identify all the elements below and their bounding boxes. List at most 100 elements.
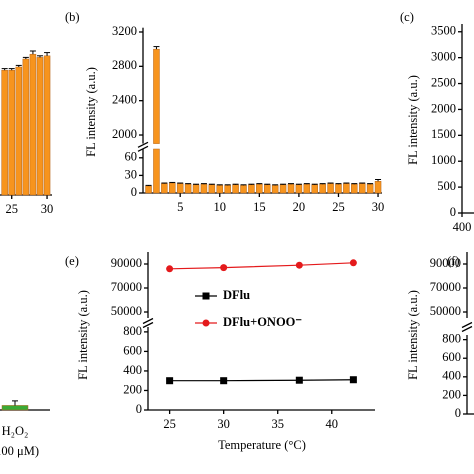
y-tick-label: 2500 [431, 75, 456, 89]
x-tick-label: 35 [271, 417, 284, 431]
bar [303, 183, 311, 194]
x-tick-label: 20 [293, 200, 306, 214]
y-tick-label: 50000 [430, 304, 461, 318]
x-tick-label: 25 [332, 200, 345, 214]
point [166, 377, 174, 385]
x-tick-label: 30 [372, 200, 385, 214]
bar [161, 183, 168, 194]
bar [366, 183, 374, 194]
x-tick-label: 30 [217, 417, 230, 431]
bar [192, 184, 200, 194]
y-tick-label: 2000 [431, 101, 456, 115]
y-axis-label: FL intensity (a.u.) [76, 290, 90, 380]
bar [169, 182, 176, 194]
y-tick-label: 200 [123, 382, 142, 396]
panel-label: (c) [400, 10, 414, 24]
axis-break [461, 325, 473, 333]
y-tick-label: 70000 [111, 280, 142, 294]
y-tick-label: 800 [442, 332, 461, 346]
bar [256, 183, 263, 194]
axis-break [137, 145, 149, 152]
bar [224, 185, 231, 194]
bar [319, 183, 326, 194]
bar [335, 183, 342, 194]
bar [153, 148, 160, 194]
y-tick-label: 30 [125, 167, 138, 181]
bar [287, 183, 295, 194]
legend-label: DFlu [223, 288, 250, 302]
y-tick-label: 1500 [431, 127, 456, 141]
bar [232, 184, 239, 194]
y-tick-label: 50000 [111, 304, 142, 318]
bar [8, 69, 15, 196]
y-tick-label: 2000 [112, 127, 137, 141]
bar [43, 55, 51, 196]
x-tick-label: 400 [453, 220, 472, 234]
legend-label: DFlu+ONOO⁻ [223, 315, 302, 329]
y-axis-label: FL intensity (a.u.) [406, 290, 420, 380]
y-tick-label: 3000 [431, 50, 456, 64]
y-tick-label: 0 [131, 185, 137, 199]
point [166, 265, 174, 273]
x-tick-label: 40 [326, 417, 339, 431]
legend-marker [202, 292, 210, 300]
bar [22, 58, 30, 196]
point [220, 377, 228, 385]
bar [279, 184, 287, 194]
bar [208, 184, 216, 194]
bar [1, 69, 8, 196]
series-line [169, 379, 354, 382]
axis-break [142, 321, 154, 329]
axis-break [142, 317, 154, 325]
x-tick-label: 5 [177, 200, 183, 214]
bar [358, 183, 366, 194]
x-tick-label: 15 [253, 200, 266, 214]
bar [216, 185, 224, 194]
point [349, 376, 357, 384]
y-tick-label: 90000 [111, 256, 142, 270]
y-tick-label: 60 [125, 150, 138, 164]
y-tick-label: 70000 [430, 280, 461, 294]
y-tick-label: 500 [437, 179, 456, 193]
point [220, 264, 228, 272]
legend-marker [202, 319, 210, 327]
bar [374, 181, 382, 194]
y-tick-label: 2400 [112, 93, 137, 107]
y-axis-label: FL intensity (a.u.) [406, 75, 420, 165]
x-axis-label: Temperature (°C) [218, 438, 306, 452]
x-tick-note: (100 μM) [0, 444, 39, 458]
bar [184, 183, 192, 194]
axis-break [137, 141, 149, 148]
bar [1, 405, 29, 411]
y-tick-label: 400 [123, 363, 142, 377]
point [349, 259, 357, 267]
bar [15, 66, 23, 196]
y-tick-label: 400 [442, 369, 461, 383]
y-tick-label: 3500 [431, 24, 456, 38]
y-tick-label: 200 [442, 387, 461, 401]
bar [351, 183, 358, 194]
bar [240, 185, 247, 194]
panel-label: (f) [447, 254, 460, 268]
bar [153, 48, 160, 144]
bar [145, 185, 152, 194]
y-tick-label: 2800 [112, 58, 137, 72]
bar [327, 183, 334, 194]
x-tick-label: 25 [5, 202, 18, 216]
y-tick-label: 0 [450, 205, 456, 219]
y-tick-label: 0 [455, 406, 461, 420]
x-tick-label: 30 [41, 202, 54, 216]
y-tick-label: 1000 [431, 153, 456, 167]
point [295, 261, 303, 269]
panel-label: (e) [65, 254, 79, 268]
bar [271, 185, 279, 194]
bar [200, 183, 208, 194]
x-tick-label: 25 [163, 417, 176, 431]
y-tick-label: 600 [123, 343, 142, 357]
series-line [169, 262, 354, 270]
axis-break [461, 321, 473, 329]
bar [311, 184, 318, 194]
bar [248, 184, 255, 194]
bar [263, 184, 271, 194]
